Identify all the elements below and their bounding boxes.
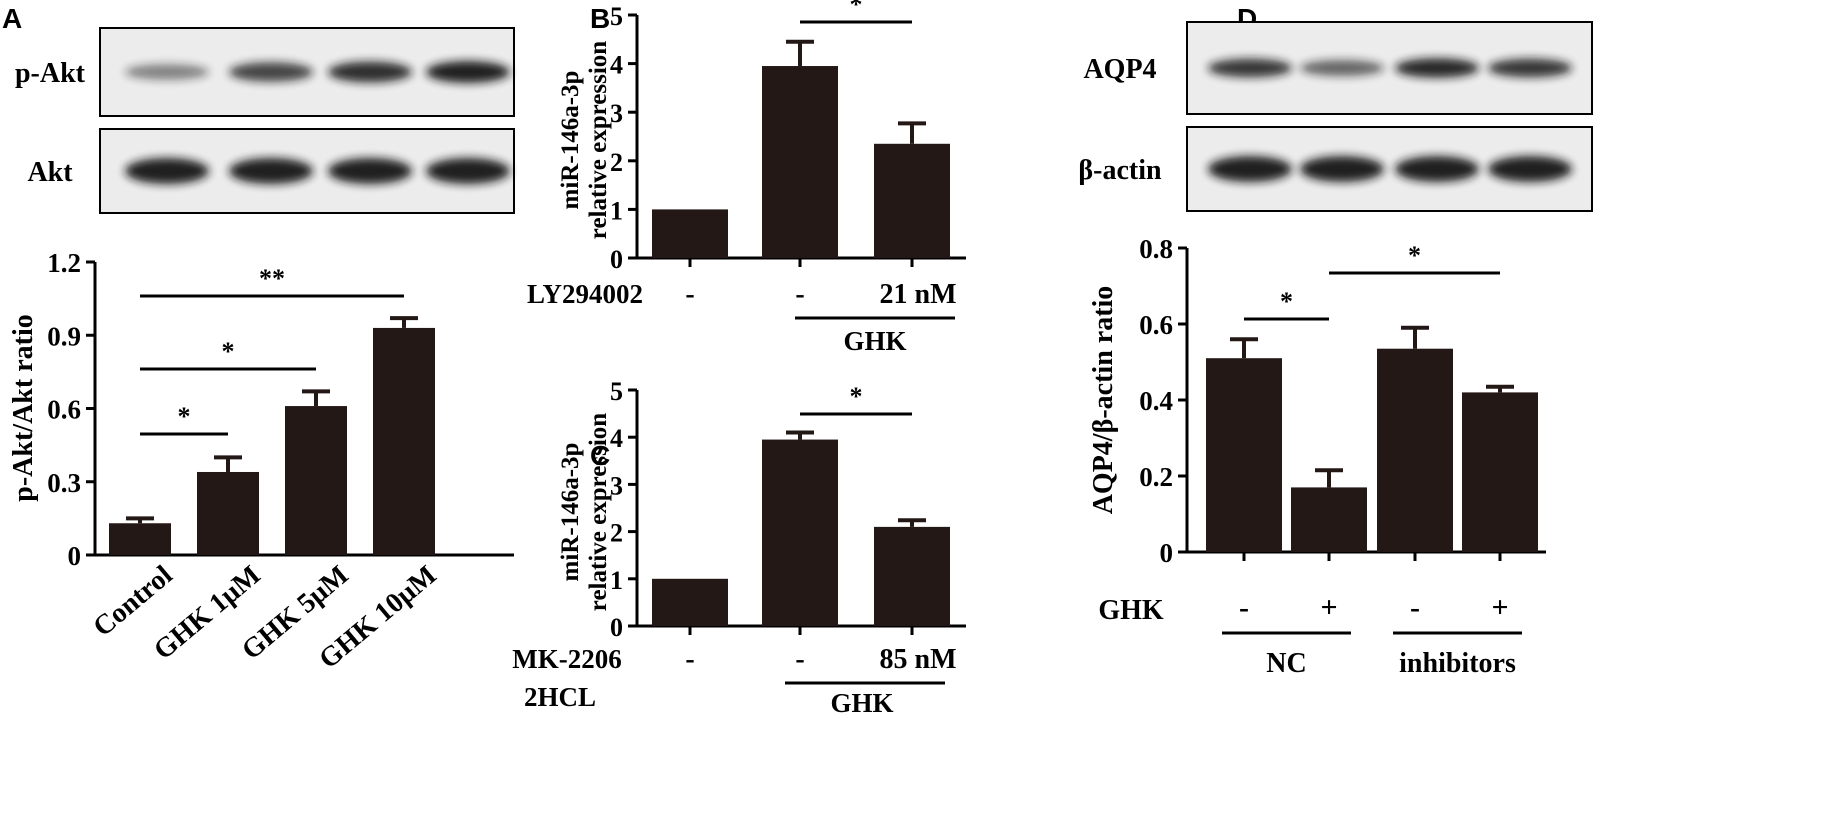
y-tick-label: 2 bbox=[610, 148, 623, 177]
blot-band bbox=[229, 62, 313, 82]
blot-band bbox=[1395, 156, 1479, 182]
blot-band bbox=[1208, 58, 1292, 78]
y-axis-label: miR-146a-3p bbox=[557, 443, 584, 582]
y-tick-label: 0.8 bbox=[1139, 234, 1173, 264]
bar bbox=[109, 523, 171, 555]
y-axis-label: miR-146a-3p bbox=[557, 71, 584, 210]
y-tick-label: 0.2 bbox=[1139, 462, 1173, 492]
y-axis-label: AQP4/β-actin ratio bbox=[1088, 286, 1119, 515]
blot-band bbox=[229, 158, 313, 184]
significance-label: * bbox=[1408, 241, 1421, 270]
bar bbox=[1291, 487, 1367, 552]
chart-a: 00.30.60.91.2****p-Akt/Akt ratioControlG… bbox=[8, 248, 514, 675]
y-tick-label: 0 bbox=[610, 245, 623, 274]
blot-band bbox=[1395, 58, 1479, 78]
y-tick-label: 3 bbox=[610, 471, 623, 500]
blot-label: β-actin bbox=[1078, 155, 1162, 186]
y-tick-label: 1 bbox=[610, 566, 623, 595]
bar bbox=[652, 209, 728, 258]
bar bbox=[285, 406, 347, 555]
bar bbox=[1462, 392, 1538, 552]
row-label-second: 2HCL bbox=[524, 682, 596, 712]
bar bbox=[762, 439, 838, 626]
row-cell: + bbox=[1320, 591, 1337, 624]
row-cell: - bbox=[1239, 591, 1249, 624]
blot-band bbox=[1488, 156, 1572, 182]
bar bbox=[197, 471, 259, 555]
y-axis-label: relative expression bbox=[585, 413, 612, 611]
row-cell: 21 nM bbox=[880, 279, 957, 310]
y-tick-label: 0 bbox=[1160, 538, 1174, 568]
chart-c: 0 1 2 3 4 5 * miR-146a-3p relative expression MK-… bbox=[512, 377, 966, 718]
group-label: inhibitors bbox=[1399, 648, 1516, 679]
panel-letter-b: B bbox=[590, 3, 610, 34]
chart-d: 0 0.2 0.4 0.6 0.8 * * AQP4/β-actin ratio GHK - + - +… bbox=[1088, 234, 1546, 679]
blot-label: p-Akt bbox=[15, 58, 86, 89]
blot-band bbox=[125, 64, 209, 80]
row-cell: + bbox=[1491, 591, 1508, 624]
y-tick-label: 1.2 bbox=[47, 248, 81, 278]
blot-label: Akt bbox=[27, 157, 73, 188]
blot-d-1 bbox=[1186, 21, 1593, 115]
row-label: MK-2206 bbox=[512, 644, 621, 674]
row-cell: - bbox=[795, 279, 804, 310]
blot-band bbox=[125, 158, 209, 184]
row-label: LY294002 bbox=[527, 279, 643, 309]
significance-label: * bbox=[222, 337, 235, 366]
row-cell: - bbox=[795, 644, 804, 675]
blot-a-1 bbox=[99, 27, 515, 117]
y-axis-label: p-Akt/Akt ratio bbox=[8, 314, 39, 501]
blot-band bbox=[1488, 58, 1572, 78]
bar bbox=[373, 327, 435, 555]
blot-band bbox=[1300, 156, 1384, 182]
y-tick-label: 5 bbox=[610, 377, 623, 406]
significance-label: * bbox=[850, 0, 863, 19]
y-tick-label: 0.4 bbox=[1139, 386, 1173, 416]
blot-band bbox=[328, 61, 412, 83]
row-cell: - bbox=[685, 279, 694, 310]
bar bbox=[762, 66, 838, 258]
y-tick-label: 3 bbox=[610, 99, 623, 128]
significance-label: ** bbox=[259, 264, 285, 293]
y-tick-label: 4 bbox=[610, 424, 623, 453]
y-tick-label: 2 bbox=[610, 519, 623, 548]
y-tick-label: 5 bbox=[610, 2, 623, 31]
blot-band bbox=[1208, 156, 1292, 182]
y-tick-label: 1 bbox=[610, 196, 623, 225]
y-tick-label: 0 bbox=[610, 613, 623, 642]
blot-band bbox=[426, 61, 510, 83]
significance-label: * bbox=[1280, 287, 1293, 316]
y-tick-label: 4 bbox=[610, 51, 623, 80]
row-cell: - bbox=[1410, 591, 1420, 624]
group-label: NC bbox=[1266, 648, 1306, 679]
blot-band bbox=[1300, 60, 1384, 76]
panel-letter-a: A bbox=[2, 3, 22, 34]
row-label: GHK bbox=[1098, 595, 1164, 626]
group-label: GHK bbox=[843, 326, 906, 356]
y-tick-label: 0.6 bbox=[1139, 310, 1173, 340]
group-label: GHK bbox=[830, 688, 893, 718]
y-tick-label: 0 bbox=[68, 541, 82, 571]
bar bbox=[874, 143, 950, 258]
significance-label: * bbox=[178, 402, 191, 431]
blot-d-2 bbox=[1186, 126, 1593, 212]
bar bbox=[874, 526, 950, 626]
chart-b: 0 1 2 3 4 5 * miR-146a-3p relative expression LY2… bbox=[527, 0, 966, 356]
y-tick-label: 0.3 bbox=[47, 468, 81, 498]
row-cell: - bbox=[685, 644, 694, 675]
y-tick-label: 0.6 bbox=[47, 395, 81, 425]
blot-label: AQP4 bbox=[1083, 54, 1156, 85]
bar bbox=[652, 578, 728, 626]
bar bbox=[1206, 358, 1282, 552]
row-cell: 85 nM bbox=[880, 644, 957, 675]
panel-letter-c: C bbox=[590, 440, 610, 471]
significance-label: * bbox=[850, 382, 863, 411]
blot-band bbox=[328, 158, 412, 184]
blot-band bbox=[426, 158, 510, 184]
blot-a-2 bbox=[99, 128, 515, 214]
y-tick-label: 0.9 bbox=[47, 321, 81, 351]
bar bbox=[1377, 348, 1453, 552]
y-axis-label: relative expression bbox=[585, 41, 612, 239]
